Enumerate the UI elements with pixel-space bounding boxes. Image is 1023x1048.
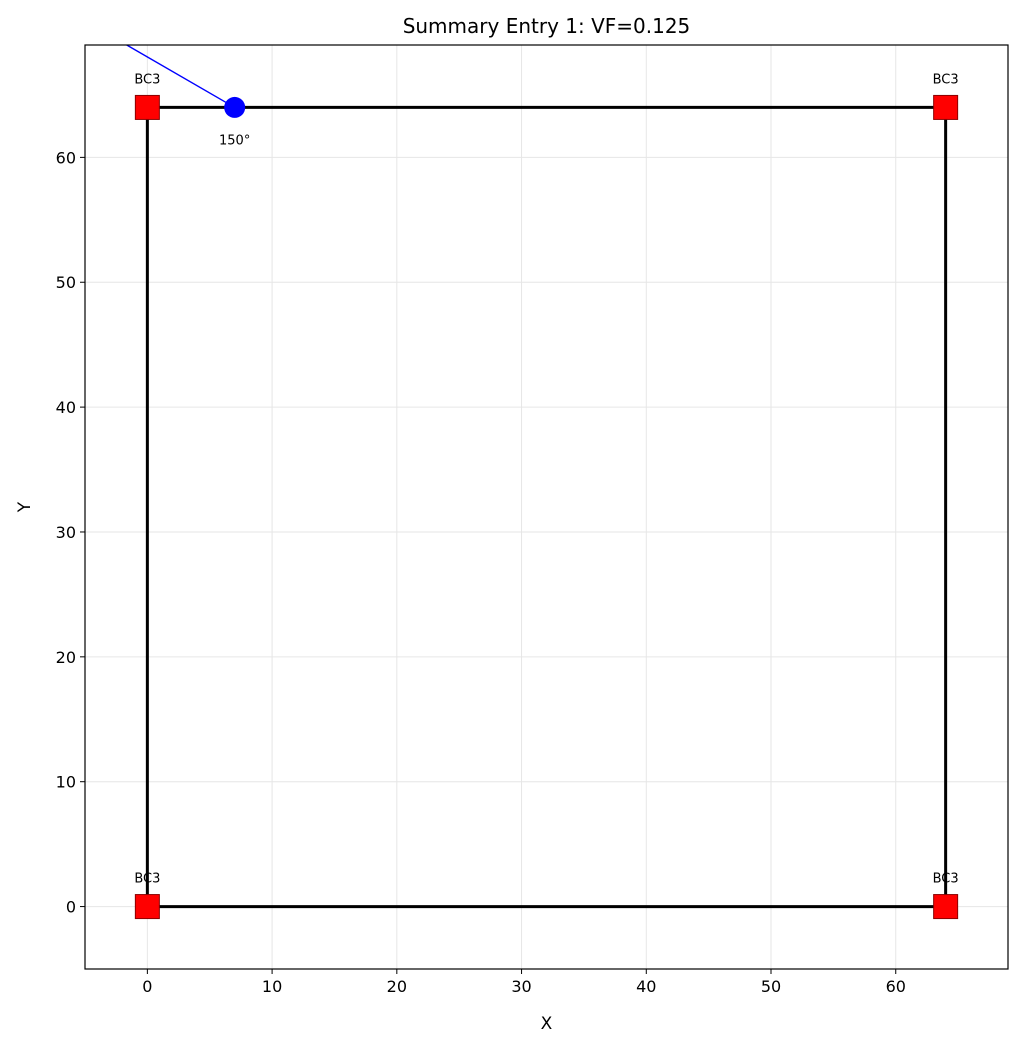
x-tick-label: 20 (387, 977, 407, 996)
chart-title: Summary Entry 1: VF=0.125 (403, 14, 691, 38)
support-marker (134, 94, 160, 120)
y-tick-label: 40 (56, 398, 76, 417)
support-label: BC3 (933, 72, 959, 87)
y-tick-label: 0 (66, 898, 76, 917)
y-tick-label: 50 (56, 273, 76, 292)
x-tick-label: 10 (262, 977, 282, 996)
support-label: BC3 (134, 72, 160, 87)
y-tick-label: 20 (56, 648, 76, 667)
support-marker (933, 894, 959, 920)
x-tick-label: 30 (511, 977, 531, 996)
plot-frame (84, 44, 1009, 970)
x-tick-label: 40 (636, 977, 656, 996)
load-angle-label: 150° (219, 133, 250, 148)
support-label: BC3 (933, 872, 959, 887)
plot-area (85, 45, 1008, 969)
y-tick-label: 60 (56, 148, 76, 167)
x-tick-label: 50 (761, 977, 781, 996)
support-marker (134, 894, 160, 920)
annotations: BC3 BC3 BC3 BC3 150° (134, 72, 958, 886)
y-tick-label: 10 (56, 773, 76, 792)
y-axis-label: Y (15, 501, 35, 513)
support-label: BC3 (134, 872, 160, 887)
load-point (224, 96, 246, 118)
support-marker (933, 94, 959, 120)
plot-data (125, 45, 959, 920)
ticks: 0 10 20 30 40 50 60 0 10 20 30 40 50 60 (56, 148, 906, 996)
x-axis-label: X (541, 1014, 553, 1034)
x-tick-label: 60 (886, 977, 906, 996)
x-tick-label: 0 (142, 977, 152, 996)
y-tick-label: 30 (56, 523, 76, 542)
load-direction-line (125, 45, 236, 109)
